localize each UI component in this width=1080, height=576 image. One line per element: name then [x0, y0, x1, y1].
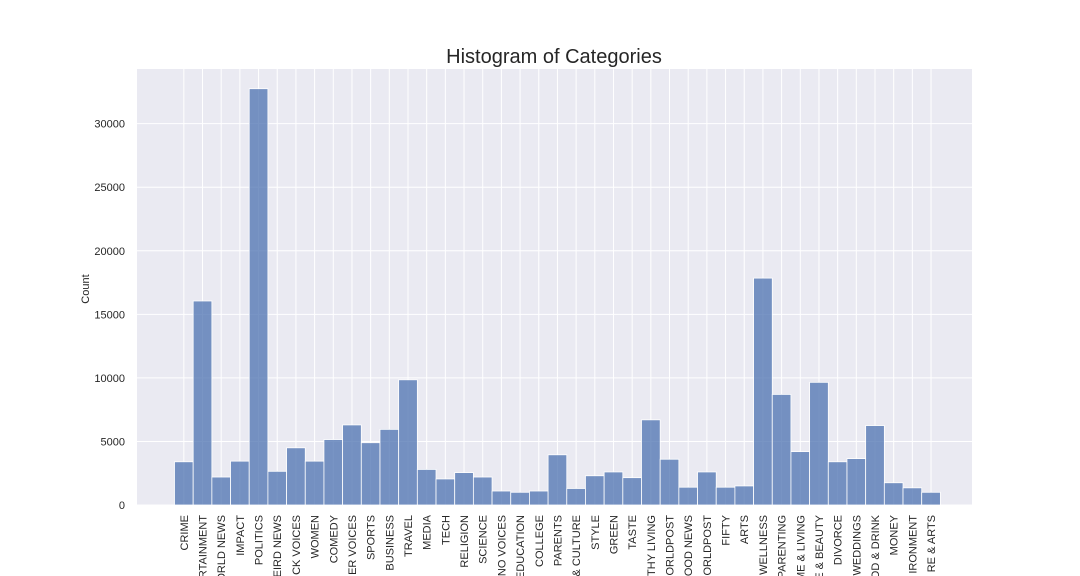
x-tick-label: FIFTY — [721, 514, 733, 545]
x-tick-label: RE & ARTS — [926, 515, 938, 572]
bar — [360, 442, 381, 506]
bar — [734, 485, 754, 506]
x-tick-label: WOMEN — [310, 515, 322, 558]
y-tick-label: 25000 — [94, 182, 125, 194]
bar — [379, 428, 400, 506]
x-tick-label: E & BEAUTY — [814, 514, 826, 576]
bar — [398, 379, 418, 506]
x-tick-label: ER VOICES — [347, 515, 359, 575]
bar — [697, 471, 717, 506]
bar — [921, 491, 941, 506]
x-tick-label: SCIENCE — [478, 515, 490, 564]
x-tick-label: CRIME — [179, 515, 191, 550]
x-tick-label: COMEDY — [328, 514, 340, 563]
x-tick-label: DIVORCE — [833, 515, 845, 565]
bar — [416, 469, 437, 506]
bar — [790, 451, 811, 506]
x-tick-label: PARENTS — [552, 515, 564, 566]
x-tick-label: BUSINESS — [384, 515, 396, 571]
bar — [174, 461, 194, 506]
bar — [323, 439, 344, 506]
bar — [211, 476, 231, 506]
bar — [547, 454, 568, 506]
y-tick-label: 10000 — [94, 373, 125, 385]
bar — [510, 491, 530, 506]
y-tick-label: 15000 — [94, 309, 125, 321]
bar — [491, 490, 512, 506]
bar — [753, 277, 773, 506]
bar — [566, 488, 586, 506]
bar — [192, 300, 213, 506]
bar — [827, 461, 848, 506]
x-tick-label: ORLD NEWS — [216, 515, 228, 576]
x-tick-label: OD & DRINK — [870, 514, 882, 576]
x-tick-label: TASTE — [627, 515, 639, 550]
x-tick-label: RELIGION — [459, 515, 471, 568]
bar — [883, 482, 904, 506]
bar — [230, 460, 250, 506]
x-tick-label: IRONMENT — [907, 515, 919, 574]
bar — [715, 486, 736, 506]
x-tick-label: TRAVEL — [403, 515, 415, 557]
x-tick-label: & CULTURE — [571, 515, 583, 576]
x-tick-label: TECH — [440, 515, 452, 545]
x-tick-label: MONEY — [889, 514, 901, 555]
y-axis-label: Count — [80, 274, 92, 303]
x-tick-label: POLITICS — [254, 515, 266, 565]
bar — [622, 477, 642, 506]
bar — [641, 419, 661, 506]
y-tick-label: 30000 — [94, 119, 125, 131]
y-tick-label: 0 — [119, 500, 125, 512]
chart-title: Histogram of Categories — [446, 46, 662, 68]
x-tick-label: ORLDPOST — [665, 515, 677, 576]
bar — [902, 487, 923, 506]
bar — [454, 472, 474, 506]
plot-background — [137, 69, 972, 505]
x-tick-label: ARTS — [739, 515, 751, 544]
bar — [603, 471, 624, 506]
bar — [248, 88, 269, 506]
x-tick-label: EDUCATION — [515, 515, 527, 576]
x-tick-label: COLLEGE — [534, 515, 546, 567]
bar — [771, 394, 792, 506]
bar — [809, 381, 829, 506]
y-tick-label: 5000 — [101, 436, 125, 448]
x-tick-label: ME & LIVING — [795, 515, 807, 576]
x-tick-label: SPORTS — [366, 515, 378, 560]
x-tick-label: OOD NEWS — [683, 515, 695, 576]
x-tick-label: GREEN — [608, 515, 620, 554]
x-tick-label: PARENTING — [777, 515, 789, 576]
x-tick-label: CK VOICES — [291, 515, 303, 575]
bar — [659, 458, 680, 506]
x-tick-label: RTAINMENT — [198, 515, 210, 576]
x-tick-label: NO VOICES — [496, 515, 508, 576]
bars — [174, 88, 941, 506]
bar — [342, 424, 362, 506]
x-tick-label: EIRD NEWS — [272, 515, 284, 576]
y-tick-labels: 0 5000 10000 15000 20000 25000 30000 — [94, 119, 125, 512]
bar — [865, 425, 885, 506]
bar — [435, 478, 456, 506]
bar — [678, 486, 698, 506]
x-tick-label: MEDIA — [422, 514, 434, 550]
bar — [267, 470, 287, 506]
bar — [846, 458, 867, 506]
x-tick-label: IMPACT — [235, 515, 247, 556]
x-tick-label: ORLDPOST — [702, 515, 714, 576]
bar — [585, 475, 605, 506]
bar — [529, 490, 549, 506]
y-tick-label: 20000 — [94, 246, 125, 258]
x-tick-label: WEDDINGS — [851, 515, 863, 576]
bar — [472, 476, 493, 506]
x-tick-label: STYLE — [590, 515, 602, 550]
x-tick-label: THY LIVING — [646, 515, 658, 576]
x-tick-labels: CRIME RTAINMENT ORLD NEWS IMPACT POLITICS EIR… — [179, 514, 938, 576]
bar — [304, 460, 325, 506]
x-tick-label: WELLNESS — [758, 515, 770, 575]
bar — [286, 447, 306, 506]
